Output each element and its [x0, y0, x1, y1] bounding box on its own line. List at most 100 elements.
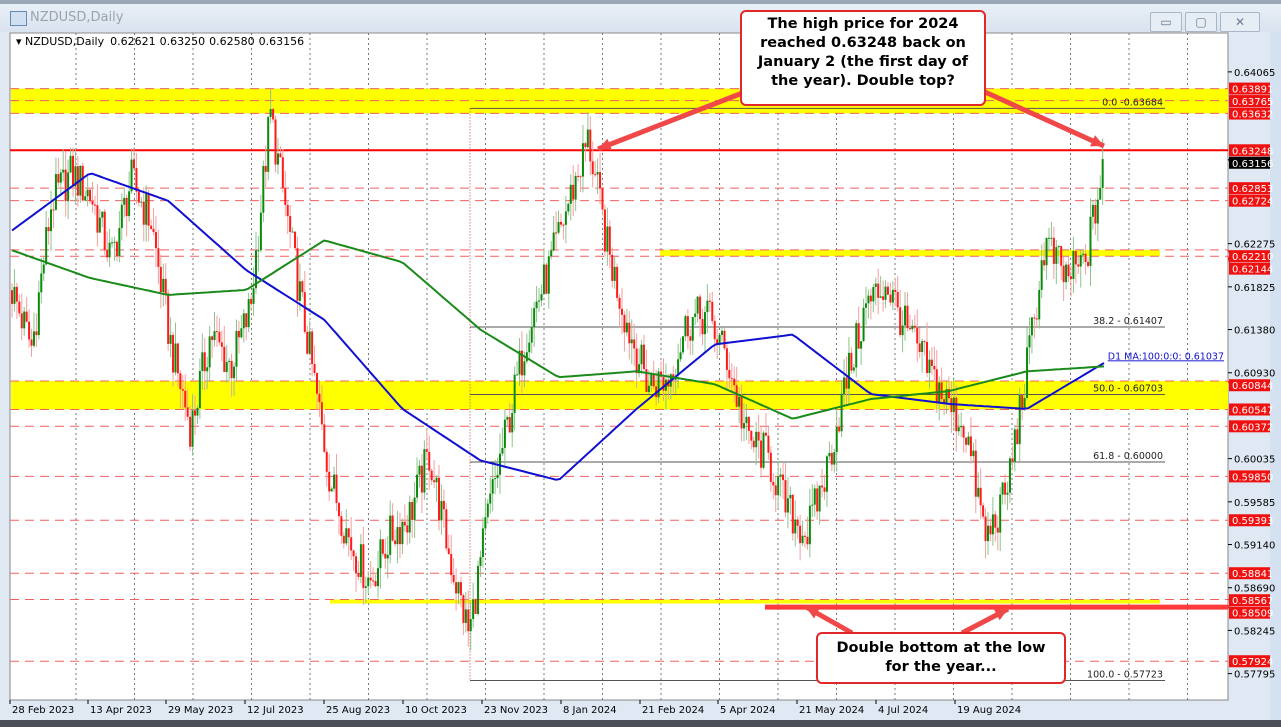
- candle-body: [1040, 260, 1043, 290]
- candle-body: [555, 232, 558, 234]
- candle-body: [203, 352, 206, 372]
- candle-body: [435, 477, 438, 483]
- candle-body: [889, 294, 892, 303]
- candle-body: [596, 172, 599, 175]
- candle-body: [108, 242, 111, 258]
- candle-body: [818, 485, 821, 512]
- y-tick-label: 0.59140: [1234, 541, 1275, 552]
- x-tick-label: 19 Aug 2024: [957, 705, 1021, 716]
- candle-body: [1084, 253, 1087, 262]
- minimize-button[interactable]: ▭: [1150, 12, 1182, 32]
- x-tick-label: 28 Feb 2023: [12, 705, 74, 716]
- x-tick-label: 5 Apr 2024: [720, 705, 775, 716]
- candle-body: [860, 341, 863, 349]
- candle-body: [303, 292, 306, 332]
- candle-body: [364, 586, 367, 588]
- candle-body: [930, 359, 933, 366]
- level-price-label: 0.59393: [1232, 516, 1273, 527]
- close-button[interactable]: ✕: [1220, 12, 1260, 32]
- candle-body: [786, 498, 789, 513]
- candle-body: [25, 311, 28, 322]
- candle-body: [152, 228, 155, 233]
- candle-body: [621, 308, 623, 315]
- level-price-label: 0.63891: [1232, 85, 1273, 96]
- maximize-button[interactable]: ▢: [1185, 12, 1217, 32]
- candle-body: [633, 339, 636, 349]
- candle-body: [272, 108, 275, 120]
- candle-body: [821, 485, 824, 488]
- candle-body: [174, 343, 177, 373]
- candle-body: [384, 553, 387, 559]
- candle-body: [489, 493, 492, 504]
- chart-window-titlebar[interactable]: NZDUSD,Daily ▭ ▢ ✕: [0, 4, 1281, 32]
- candle-body: [276, 153, 279, 165]
- candle-body: [438, 477, 440, 521]
- level-price-tag: [1229, 107, 1270, 120]
- x-tick-label: 25 Aug 2023: [326, 705, 390, 716]
- candle-body: [513, 374, 516, 414]
- candle-body: [713, 321, 716, 340]
- candle-body: [833, 452, 836, 465]
- candle-body: [50, 209, 53, 232]
- candle-body: [1079, 255, 1082, 267]
- candle-body: [935, 369, 938, 402]
- candle-body: [496, 474, 499, 479]
- candle-body: [520, 350, 523, 376]
- x-tick-label: 21 May 2024: [799, 705, 864, 716]
- candle-body: [81, 165, 84, 201]
- support-resistance-zone: [330, 599, 1160, 604]
- candle-body: [984, 516, 987, 542]
- candle-body: [1055, 247, 1058, 264]
- candle-body: [1077, 264, 1080, 267]
- candle-body: [584, 143, 587, 148]
- level-price-label: 0.63248: [1232, 146, 1273, 157]
- candle-body: [762, 432, 765, 468]
- candle-body: [225, 362, 228, 372]
- candle-body: [328, 471, 331, 492]
- candle-body: [106, 250, 109, 258]
- candle-body: [252, 288, 255, 304]
- candle-body: [233, 366, 236, 379]
- candle-body: [337, 503, 340, 517]
- candle-body: [813, 488, 816, 505]
- candle-body: [450, 553, 453, 576]
- level-price-label: 0.57924: [1232, 657, 1273, 668]
- candle-body: [1096, 199, 1099, 224]
- window-frame: [0, 0, 1281, 4]
- candle-body: [264, 166, 267, 172]
- candle-body: [657, 371, 660, 398]
- candle-body: [1065, 264, 1068, 283]
- candle-body: [35, 331, 38, 336]
- moving-average-line: [11, 239, 1105, 420]
- candle-body: [230, 360, 233, 379]
- candle-body: [391, 515, 394, 541]
- fibonacci-label: 61.8 - 0.60000: [1093, 451, 1163, 462]
- candle-body: [886, 286, 889, 295]
- candle-body: [169, 334, 172, 344]
- candle-body: [794, 519, 797, 534]
- candle-body: [684, 316, 687, 337]
- candle-body: [377, 568, 379, 587]
- candle-body: [318, 393, 321, 403]
- candle-body: [74, 166, 77, 187]
- candle-body: [213, 331, 216, 340]
- level-price-label: 0.62853: [1232, 184, 1273, 195]
- candle-body: [1052, 237, 1055, 264]
- candle-body: [306, 331, 309, 354]
- candle-body: [379, 539, 382, 569]
- candle-body: [411, 502, 414, 520]
- fibonacci-label: 38.2 - 0.61407: [1093, 316, 1163, 327]
- y-tick-label: 0.58690: [1234, 584, 1275, 595]
- candle-body: [237, 330, 240, 338]
- candle-body: [184, 390, 187, 408]
- candle-body: [64, 169, 67, 202]
- candle-body: [15, 286, 18, 302]
- candle-body: [828, 452, 831, 457]
- candle-body: [459, 582, 462, 596]
- candle-body: [455, 582, 458, 594]
- candle-body: [181, 389, 184, 391]
- level-price-label: 0.62144: [1232, 265, 1273, 276]
- level-price-tag: [1229, 514, 1270, 527]
- candle-body: [721, 330, 724, 335]
